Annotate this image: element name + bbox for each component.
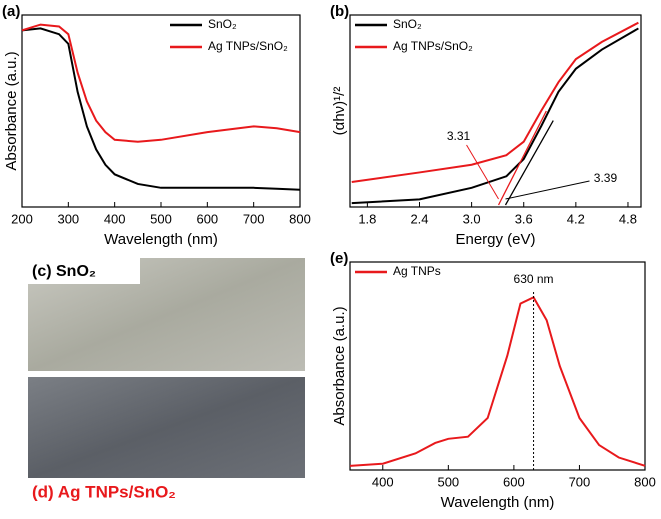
photo-label: (d) Ag TNPs/SnO₂ <box>32 482 176 501</box>
x-tick-label: 4.8 <box>619 211 637 226</box>
annotation-arrow <box>505 180 590 200</box>
x-tick-label: 2.4 <box>410 211 428 226</box>
legend-label: SnO₂ <box>393 17 422 31</box>
x-tick-label: 1.8 <box>358 211 376 226</box>
legend-label: Ag TNPs <box>393 264 441 278</box>
y-axis-label: Absorbance (a.u.) <box>331 306 348 425</box>
tangent-line <box>504 120 554 206</box>
x-tick-label: 3.6 <box>515 211 533 226</box>
x-tick-label: 3.0 <box>463 211 481 226</box>
y-axis-label: Absorbance (a.u.) <box>3 51 20 170</box>
x-tick-label: 700 <box>243 211 265 226</box>
x-axis-label: Energy (eV) <box>455 231 535 248</box>
photo-label: (c) SnO₂ <box>32 263 96 280</box>
x-tick-label: 700 <box>569 474 591 489</box>
x-axis-label: Wavelength (nm) <box>441 494 555 511</box>
legend-label: Ag TNPs/SnO₂ <box>393 39 473 53</box>
x-tick-label: 500 <box>150 211 172 226</box>
x-tick-label: 4.2 <box>567 211 585 226</box>
panel-label: (e) <box>330 250 348 267</box>
series-line <box>351 21 639 184</box>
peak-label: 630 nm <box>514 272 554 286</box>
legend-label: Ag TNPs/SnO₂ <box>208 39 288 53</box>
x-axis-label: Wavelength (nm) <box>104 231 218 248</box>
photo-ag-sno2 <box>28 377 305 478</box>
photo-label-box <box>28 258 140 284</box>
x-tick-label: 500 <box>437 474 459 489</box>
legend-label: SnO₂ <box>208 17 237 31</box>
plot-frame <box>349 261 646 471</box>
x-tick-label: 800 <box>289 211 311 226</box>
x-tick-label: 400 <box>372 474 394 489</box>
panel-label: (a) <box>2 3 20 20</box>
y-axis-label: (αhν)¹/² <box>331 87 348 136</box>
x-tick-label: 200 <box>11 211 33 226</box>
annotation-label: 3.31 <box>447 129 471 143</box>
x-tick-label: 300 <box>57 211 79 226</box>
annotation-arrow <box>466 144 499 200</box>
x-tick-label: 600 <box>503 474 525 489</box>
series-line <box>349 296 646 467</box>
x-tick-label: 600 <box>196 211 218 226</box>
plot-frame <box>349 14 642 208</box>
annotation-label: 3.39 <box>594 171 618 185</box>
x-tick-label: 400 <box>104 211 126 226</box>
series-line <box>21 27 301 191</box>
series-line <box>21 23 301 143</box>
panel-label: (b) <box>330 3 349 20</box>
tangent-line <box>497 110 547 206</box>
x-tick-label: 800 <box>634 474 656 489</box>
series-line <box>351 27 639 205</box>
